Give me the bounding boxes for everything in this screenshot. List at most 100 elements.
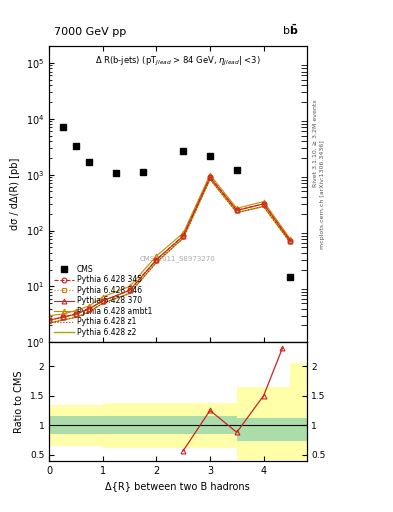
Pythia 6.428 z1	[181, 235, 185, 241]
Text: CMS_2011_S8973270: CMS_2011_S8973270	[140, 255, 216, 262]
CMS	[73, 143, 78, 150]
Pythia 6.428 ambt1	[208, 172, 212, 178]
Bar	[103, 416, 130, 434]
Bar	[210, 416, 237, 434]
Pythia 6.428 370	[288, 238, 293, 244]
Pythia 6.428 z1	[73, 314, 78, 321]
Text: Rivet 3.1.10, ≥ 3.2M events: Rivet 3.1.10, ≥ 3.2M events	[312, 99, 318, 187]
Bar	[156, 403, 183, 448]
Pythia 6.428 ambt1	[87, 303, 92, 309]
Pythia 6.428 ambt1	[127, 283, 132, 289]
Pythia 6.428 370	[261, 201, 266, 207]
Pythia 6.428 370	[235, 207, 239, 214]
Pythia 6.428 z2	[127, 290, 132, 296]
Line: Pythia 6.428 346: Pythia 6.428 346	[47, 175, 293, 323]
Pythia 6.428 370	[47, 317, 51, 323]
Pythia 6.428 346	[100, 298, 105, 304]
Pythia 6.428 z2	[261, 203, 266, 209]
Pythia 6.428 z1	[261, 203, 266, 209]
Bar	[49, 404, 76, 446]
Pythia 6.428 370	[208, 174, 212, 180]
Pythia 6.428 z1	[47, 320, 51, 326]
Pythia 6.428 345	[235, 207, 239, 214]
Pythia 6.428 345	[100, 298, 105, 304]
Bar	[264, 387, 290, 460]
Pythia 6.428 ambt1	[288, 236, 293, 242]
Text: $\Delta$ R(b-jets) (pT$_{Jlead}$ > 84 GeV, $\eta_{Jlead}$| <3): $\Delta$ R(b-jets) (pT$_{Jlead}$ > 84 Ge…	[95, 55, 261, 68]
Pythia 6.428 z2	[60, 317, 65, 323]
Pythia 6.428 345	[288, 238, 293, 244]
Bar	[290, 363, 307, 460]
Line: Pythia 6.428 370: Pythia 6.428 370	[47, 175, 293, 323]
Bar	[130, 403, 156, 448]
Pythia 6.428 346	[87, 306, 92, 312]
Pythia 6.428 345	[87, 306, 92, 312]
Pythia 6.428 ambt1	[154, 253, 159, 259]
Bar	[156, 416, 183, 434]
Pythia 6.428 z2	[87, 309, 92, 315]
Pythia 6.428 z1	[100, 300, 105, 306]
Pythia 6.428 345	[154, 257, 159, 263]
Pythia 6.428 z2	[235, 209, 239, 216]
Pythia 6.428 z1	[235, 209, 239, 216]
Bar	[130, 416, 156, 434]
Pythia 6.428 345	[47, 317, 51, 323]
Pythia 6.428 370	[73, 311, 78, 317]
Pythia 6.428 345	[73, 311, 78, 317]
Line: Pythia 6.428 ambt1: Pythia 6.428 ambt1	[47, 172, 293, 318]
CMS	[288, 273, 293, 280]
Bar	[264, 418, 290, 441]
Pythia 6.428 345	[261, 201, 266, 207]
Pythia 6.428 346	[73, 311, 78, 317]
Pythia 6.428 345	[60, 314, 65, 321]
Pythia 6.428 ambt1	[235, 205, 239, 211]
Pythia 6.428 370	[181, 233, 185, 239]
CMS	[235, 167, 239, 173]
CMS	[114, 170, 119, 177]
Bar	[290, 418, 307, 441]
Pythia 6.428 346	[127, 287, 132, 293]
Pythia 6.428 345	[127, 287, 132, 293]
Pythia 6.428 346	[261, 201, 266, 207]
Bar	[183, 403, 210, 448]
Pythia 6.428 z1	[288, 240, 293, 246]
Pythia 6.428 ambt1	[261, 199, 266, 205]
Pythia 6.428 345	[181, 233, 185, 239]
Pythia 6.428 370	[127, 287, 132, 293]
Text: b$\mathbf{\bar{b}}$: b$\mathbf{\bar{b}}$	[282, 23, 299, 37]
Pythia 6.428 ambt1	[100, 294, 105, 300]
Pythia 6.428 z2	[208, 176, 212, 182]
Pythia 6.428 z2	[100, 300, 105, 306]
Pythia 6.428 z2	[47, 320, 51, 326]
Line: Pythia 6.428 z2: Pythia 6.428 z2	[49, 179, 290, 323]
Bar	[237, 418, 264, 441]
Pythia 6.428 346	[235, 207, 239, 214]
Pythia 6.428 370	[60, 314, 65, 321]
Bar	[183, 416, 210, 434]
Pythia 6.428 z1	[154, 259, 159, 265]
Bar	[49, 416, 76, 434]
Pythia 6.428 z1	[208, 176, 212, 182]
Pythia 6.428 ambt1	[181, 230, 185, 236]
Pythia 6.428 z1	[127, 290, 132, 296]
CMS	[87, 159, 92, 165]
CMS	[208, 153, 212, 159]
Line: Pythia 6.428 z1: Pythia 6.428 z1	[49, 179, 290, 323]
X-axis label: Δ{R} between two B hadrons: Δ{R} between two B hadrons	[105, 481, 250, 491]
Pythia 6.428 z2	[288, 240, 293, 246]
Bar	[76, 404, 103, 446]
Pythia 6.428 370	[100, 298, 105, 304]
Bar	[103, 403, 130, 448]
Pythia 6.428 ambt1	[73, 308, 78, 314]
Y-axis label: dσ / dΔ(R) [pb]: dσ / dΔ(R) [pb]	[10, 158, 20, 230]
Pythia 6.428 346	[154, 257, 159, 263]
Legend: CMS, Pythia 6.428 345, Pythia 6.428 346, Pythia 6.428 370, Pythia 6.428 ambt1, P: CMS, Pythia 6.428 345, Pythia 6.428 346,…	[53, 263, 154, 338]
Bar	[76, 416, 103, 434]
Pythia 6.428 z1	[60, 317, 65, 323]
Pythia 6.428 346	[47, 317, 51, 323]
Bar	[210, 403, 237, 448]
CMS	[181, 147, 185, 154]
Y-axis label: Ratio to CMS: Ratio to CMS	[14, 370, 24, 433]
Line: Pythia 6.428 345: Pythia 6.428 345	[47, 175, 293, 323]
Pythia 6.428 z1	[87, 309, 92, 315]
